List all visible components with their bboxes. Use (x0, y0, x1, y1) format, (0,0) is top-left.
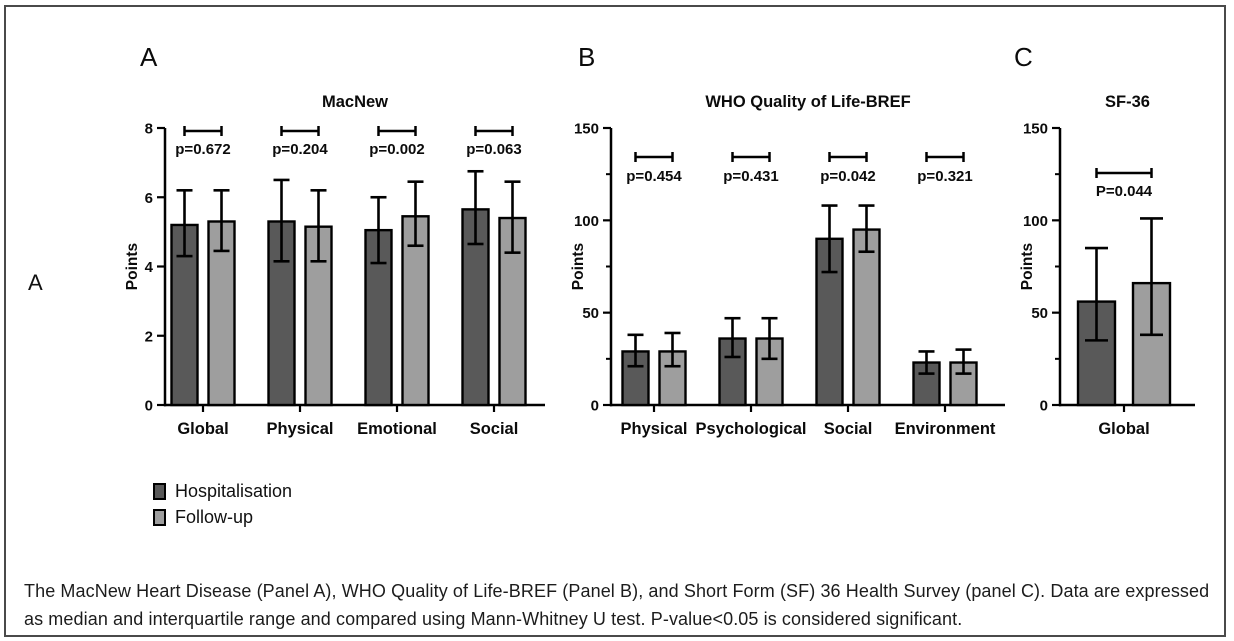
significance-bracket (634, 152, 674, 162)
legend-label: Follow-up (175, 506, 254, 527)
y-tick-label: 2 (145, 328, 153, 345)
category-label: Social (824, 420, 873, 438)
chart-legend: Hospitalisation Follow-up (153, 480, 292, 528)
significance-bracket (731, 152, 771, 162)
significance-bracket (183, 126, 223, 136)
category-label: Social (470, 420, 519, 438)
p-value-label: p=0.063 (466, 141, 521, 158)
bar-follow-up (401, 215, 430, 407)
p-value-label: P=0.044 (1096, 183, 1153, 200)
panel-letter: C (1014, 42, 1033, 72)
error-bar (724, 316, 741, 359)
y-tick-label: 50 (1031, 305, 1048, 322)
y-tick-label: 100 (574, 213, 599, 230)
category-label: Psychological (696, 420, 807, 438)
y-tick-label: 8 (145, 121, 153, 138)
panel-a: A MacNew Points 0 2 4 6 8 p=0.672 Global p=0.204 Ph… (120, 30, 565, 475)
y-tick-label: 0 (591, 398, 599, 415)
y-tick-label: 50 (582, 305, 599, 322)
category-label: Emotional (357, 420, 437, 438)
panel-title: WHO Quality of Life-BREF (705, 93, 910, 111)
legend-item-hospitalisation: Hospitalisation (153, 480, 292, 502)
hospitalisation-swatch-icon (153, 482, 166, 500)
panel-a-chart: A MacNew Points 0 2 4 6 8 p=0.672 Global p=0.204 Ph… (124, 42, 545, 438)
legend-item-follow-up: Follow-up (153, 506, 292, 528)
panel-title: SF-36 (1105, 93, 1150, 111)
y-tick-label: 100 (1023, 213, 1048, 230)
p-value-label: p=0.204 (272, 141, 328, 158)
p-value-label: p=0.454 (626, 168, 682, 185)
category-label: Physical (621, 420, 688, 438)
y-axis-label: Points (124, 243, 141, 290)
panel-title: MacNew (322, 93, 388, 111)
figure-caption: The MacNew Heart Disease (Panel A), WHO … (24, 581, 1210, 629)
y-tick-label: 0 (1040, 398, 1048, 415)
error-bar (761, 316, 778, 361)
y-tick-label: 150 (1023, 121, 1048, 138)
error-bar (370, 195, 387, 265)
p-value-label: p=0.431 (723, 168, 778, 185)
y-tick-label: 0 (145, 398, 153, 415)
p-value-label: p=0.002 (369, 141, 424, 158)
significance-bracket (925, 152, 965, 162)
y-tick-label: 4 (145, 259, 154, 276)
error-bar (1085, 246, 1108, 342)
bar-hospitalisation (621, 350, 650, 407)
panel-letter: A (140, 42, 158, 72)
charts-row: A MacNew Points 0 2 4 6 8 p=0.672 Global p=0.204 Ph… (120, 30, 1225, 475)
category-label: Physical (267, 420, 334, 438)
error-bar (858, 204, 875, 254)
significance-bracket (377, 126, 417, 136)
error-bar (1140, 217, 1163, 337)
panel-c: C SF-36 Points 0 50 100 150 P=0.044 Global (1010, 30, 1225, 475)
error-bar (955, 348, 972, 375)
error-bar (310, 189, 327, 263)
panel-b: B WHO Quality of Life-BREF Points 0 50 100 150… (565, 30, 1010, 475)
p-value-label: p=0.042 (820, 168, 875, 185)
p-value-label: p=0.672 (175, 141, 230, 158)
y-axis-label: Points (1019, 243, 1036, 290)
error-bar (504, 180, 521, 254)
error-bar (273, 178, 290, 263)
panel-letter: B (578, 42, 595, 72)
y-tick-label: 6 (145, 190, 153, 207)
p-value-label: p=0.321 (917, 168, 972, 185)
error-bar (176, 189, 193, 258)
significance-bracket (828, 152, 868, 162)
y-tick-label: 150 (574, 121, 599, 138)
error-bar (407, 180, 424, 248)
panel-c-chart: C SF-36 Points 0 50 100 150 P=0.044 Global (1014, 42, 1195, 438)
category-label: Global (177, 420, 228, 438)
significance-bracket (474, 126, 514, 136)
panel-b-chart: B WHO Quality of Life-BREF Points 0 50 100 150… (570, 42, 1005, 438)
category-label: Environment (895, 420, 996, 438)
significance-bracket (280, 126, 320, 136)
significance-bracket (1095, 168, 1153, 178)
legend-label: Hospitalisation (175, 480, 293, 501)
y-axis-label: Points (570, 243, 587, 290)
figure-outer-label: A (28, 270, 43, 295)
bar-follow-up (852, 228, 881, 407)
error-bar (213, 189, 230, 253)
error-bar (664, 331, 681, 368)
error-bar (821, 204, 838, 274)
error-bar (918, 350, 935, 375)
error-bar (467, 169, 484, 246)
category-label: Global (1098, 420, 1149, 438)
follow-up-swatch-icon (153, 508, 166, 526)
error-bar (627, 333, 644, 368)
